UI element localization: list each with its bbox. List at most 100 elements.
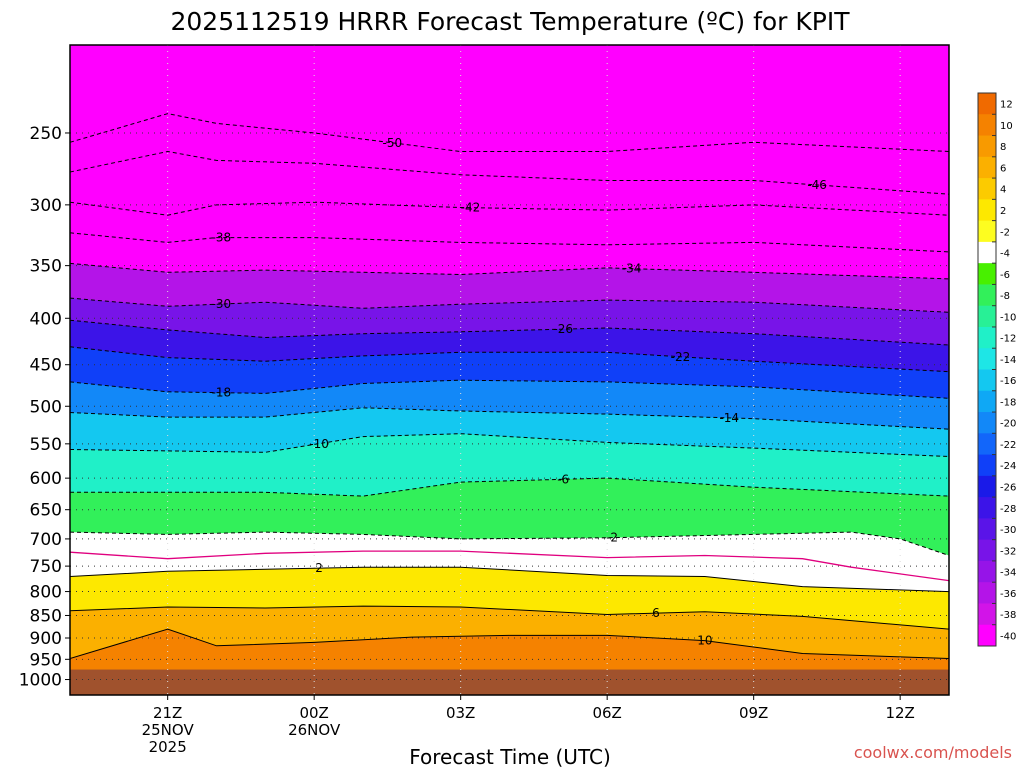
- colorbar-swatch: [978, 348, 996, 370]
- y-tick-label: 500: [30, 397, 62, 417]
- colorbar-swatch: [978, 305, 996, 328]
- contour--34: [70, 262, 949, 280]
- contour--14: [70, 407, 949, 430]
- contour--46: [70, 150, 949, 195]
- colorbar-swatch: [978, 390, 996, 413]
- colorbar-label: -18: [1000, 397, 1016, 408]
- credit-text: coolwx.com/models: [854, 743, 1012, 762]
- y-tick-label: 350: [30, 257, 62, 277]
- contour--30: [70, 297, 949, 313]
- contour-label--46: -46: [807, 178, 827, 192]
- x-tick-label: 2025: [149, 738, 187, 756]
- colorbar-swatch: [978, 603, 996, 626]
- colorbar-swatch: [978, 433, 996, 456]
- colorbar-label: -36: [1000, 589, 1016, 600]
- contour-label--18: -18: [212, 386, 232, 400]
- y-tick-label: 650: [30, 501, 62, 521]
- x-tick-label: 09Z: [739, 704, 768, 722]
- y-tick-label: 800: [30, 583, 62, 603]
- colorbar-swatch: [978, 263, 996, 285]
- colorbar-label: -38: [1000, 610, 1016, 621]
- contour--10: [70, 433, 949, 457]
- contour--2: [70, 531, 949, 556]
- contour-label--38: -38: [212, 231, 232, 245]
- colorbar-swatch: [978, 284, 996, 307]
- y-tick-label: 550: [30, 435, 62, 455]
- colorbar-label: -4: [1000, 249, 1010, 260]
- colorbar-swatch: [978, 497, 996, 519]
- y-tick-label: 950: [30, 650, 62, 670]
- contour-label--42: -42: [461, 201, 481, 215]
- contour-label-2: 2: [315, 561, 323, 575]
- x-axis-label: Forecast Time (UTC): [409, 745, 611, 768]
- colorbar-label: 10: [1000, 121, 1013, 132]
- plot-border: [69, 44, 950, 696]
- contour-label--6: -6: [557, 472, 569, 486]
- colorbar-swatch: [978, 199, 996, 222]
- colorbar-swatch: [978, 220, 996, 243]
- colorbar-swatch: [978, 93, 996, 115]
- plot-area: -50-46-42-38-34-30-26-22-18-14-10-6-2261…: [70, 45, 949, 695]
- colorbar-label: -40: [1000, 631, 1016, 642]
- colorbar-label: -20: [1000, 419, 1016, 430]
- colorbar-label: -22: [1000, 440, 1016, 451]
- contour--50: [70, 113, 949, 152]
- contour-label--10: -10: [309, 437, 329, 451]
- ground-area: [70, 669, 949, 695]
- contour--26: [70, 319, 949, 346]
- colorbar-label: -28: [1000, 504, 1016, 515]
- colorbar-swatch: [978, 114, 996, 137]
- contour--38: [70, 232, 949, 253]
- y-tick-label: 850: [30, 606, 62, 626]
- chart-title: 2025112519 HRRR Forecast Temperature (ºC…: [170, 7, 850, 36]
- contour--6: [70, 477, 949, 497]
- colorbar-swatch: [978, 518, 996, 541]
- y-tick-label: 450: [30, 356, 62, 376]
- colorbar-swatch: [978, 582, 996, 604]
- colorbar-label: 4: [1000, 185, 1006, 196]
- y-tick-label: 250: [30, 124, 62, 144]
- y-tick-label: 300: [30, 196, 62, 216]
- contour-2: [70, 566, 949, 593]
- contour-label--2: -2: [606, 531, 618, 545]
- freezing-line: [70, 550, 949, 582]
- contour--22: [70, 346, 949, 373]
- colorbar-label: -8: [1000, 291, 1010, 302]
- colorbar-swatch: [978, 135, 996, 158]
- x-tick-label: 25NOV: [142, 721, 195, 739]
- colorbar-swatch: [978, 624, 996, 647]
- colorbar-swatch: [978, 241, 996, 264]
- contour-6: [70, 605, 949, 630]
- colorbar-swatch: [978, 560, 996, 583]
- colorbar-label: -30: [1000, 525, 1016, 536]
- contour-label--22: -22: [671, 350, 691, 364]
- colorbar-label: -32: [1000, 546, 1016, 557]
- x-tick-label: 03Z: [446, 704, 475, 722]
- colorbar-label: 8: [1000, 142, 1006, 153]
- colorbar-label: -24: [1000, 461, 1016, 472]
- colorbar-swatch: [978, 412, 996, 434]
- x-tick-label: 21Z: [153, 704, 182, 722]
- colorbar-label: -6: [1000, 270, 1010, 281]
- x-tick-label: 06Z: [592, 704, 621, 722]
- colorbar-label: 12: [1000, 100, 1013, 111]
- x-tick-label: 26NOV: [288, 721, 341, 739]
- contour-label-6: 6: [652, 606, 660, 620]
- colorbar-swatch: [978, 326, 996, 349]
- axes: 250 300 350 400 450 500 550 600 650 700 750 800 850 9…: [19, 44, 950, 756]
- x-tick-label: 12Z: [885, 704, 914, 722]
- contour-label--30: -30: [212, 297, 232, 311]
- contour-label--34: -34: [622, 262, 642, 276]
- colorbar-swatch: [978, 475, 996, 498]
- y-tick-label: 600: [30, 469, 62, 489]
- colorbar-label: 2: [1000, 206, 1006, 217]
- contour-label-10: 10: [697, 634, 712, 648]
- colorbar-label: -34: [1000, 568, 1016, 579]
- y-tick-label: 400: [30, 309, 62, 329]
- contour-label--50: -50: [382, 136, 402, 150]
- colorbar-swatch: [978, 156, 996, 179]
- contour--42: [70, 201, 949, 216]
- colorbar-label: -26: [1000, 482, 1016, 493]
- contour--18: [70, 379, 949, 399]
